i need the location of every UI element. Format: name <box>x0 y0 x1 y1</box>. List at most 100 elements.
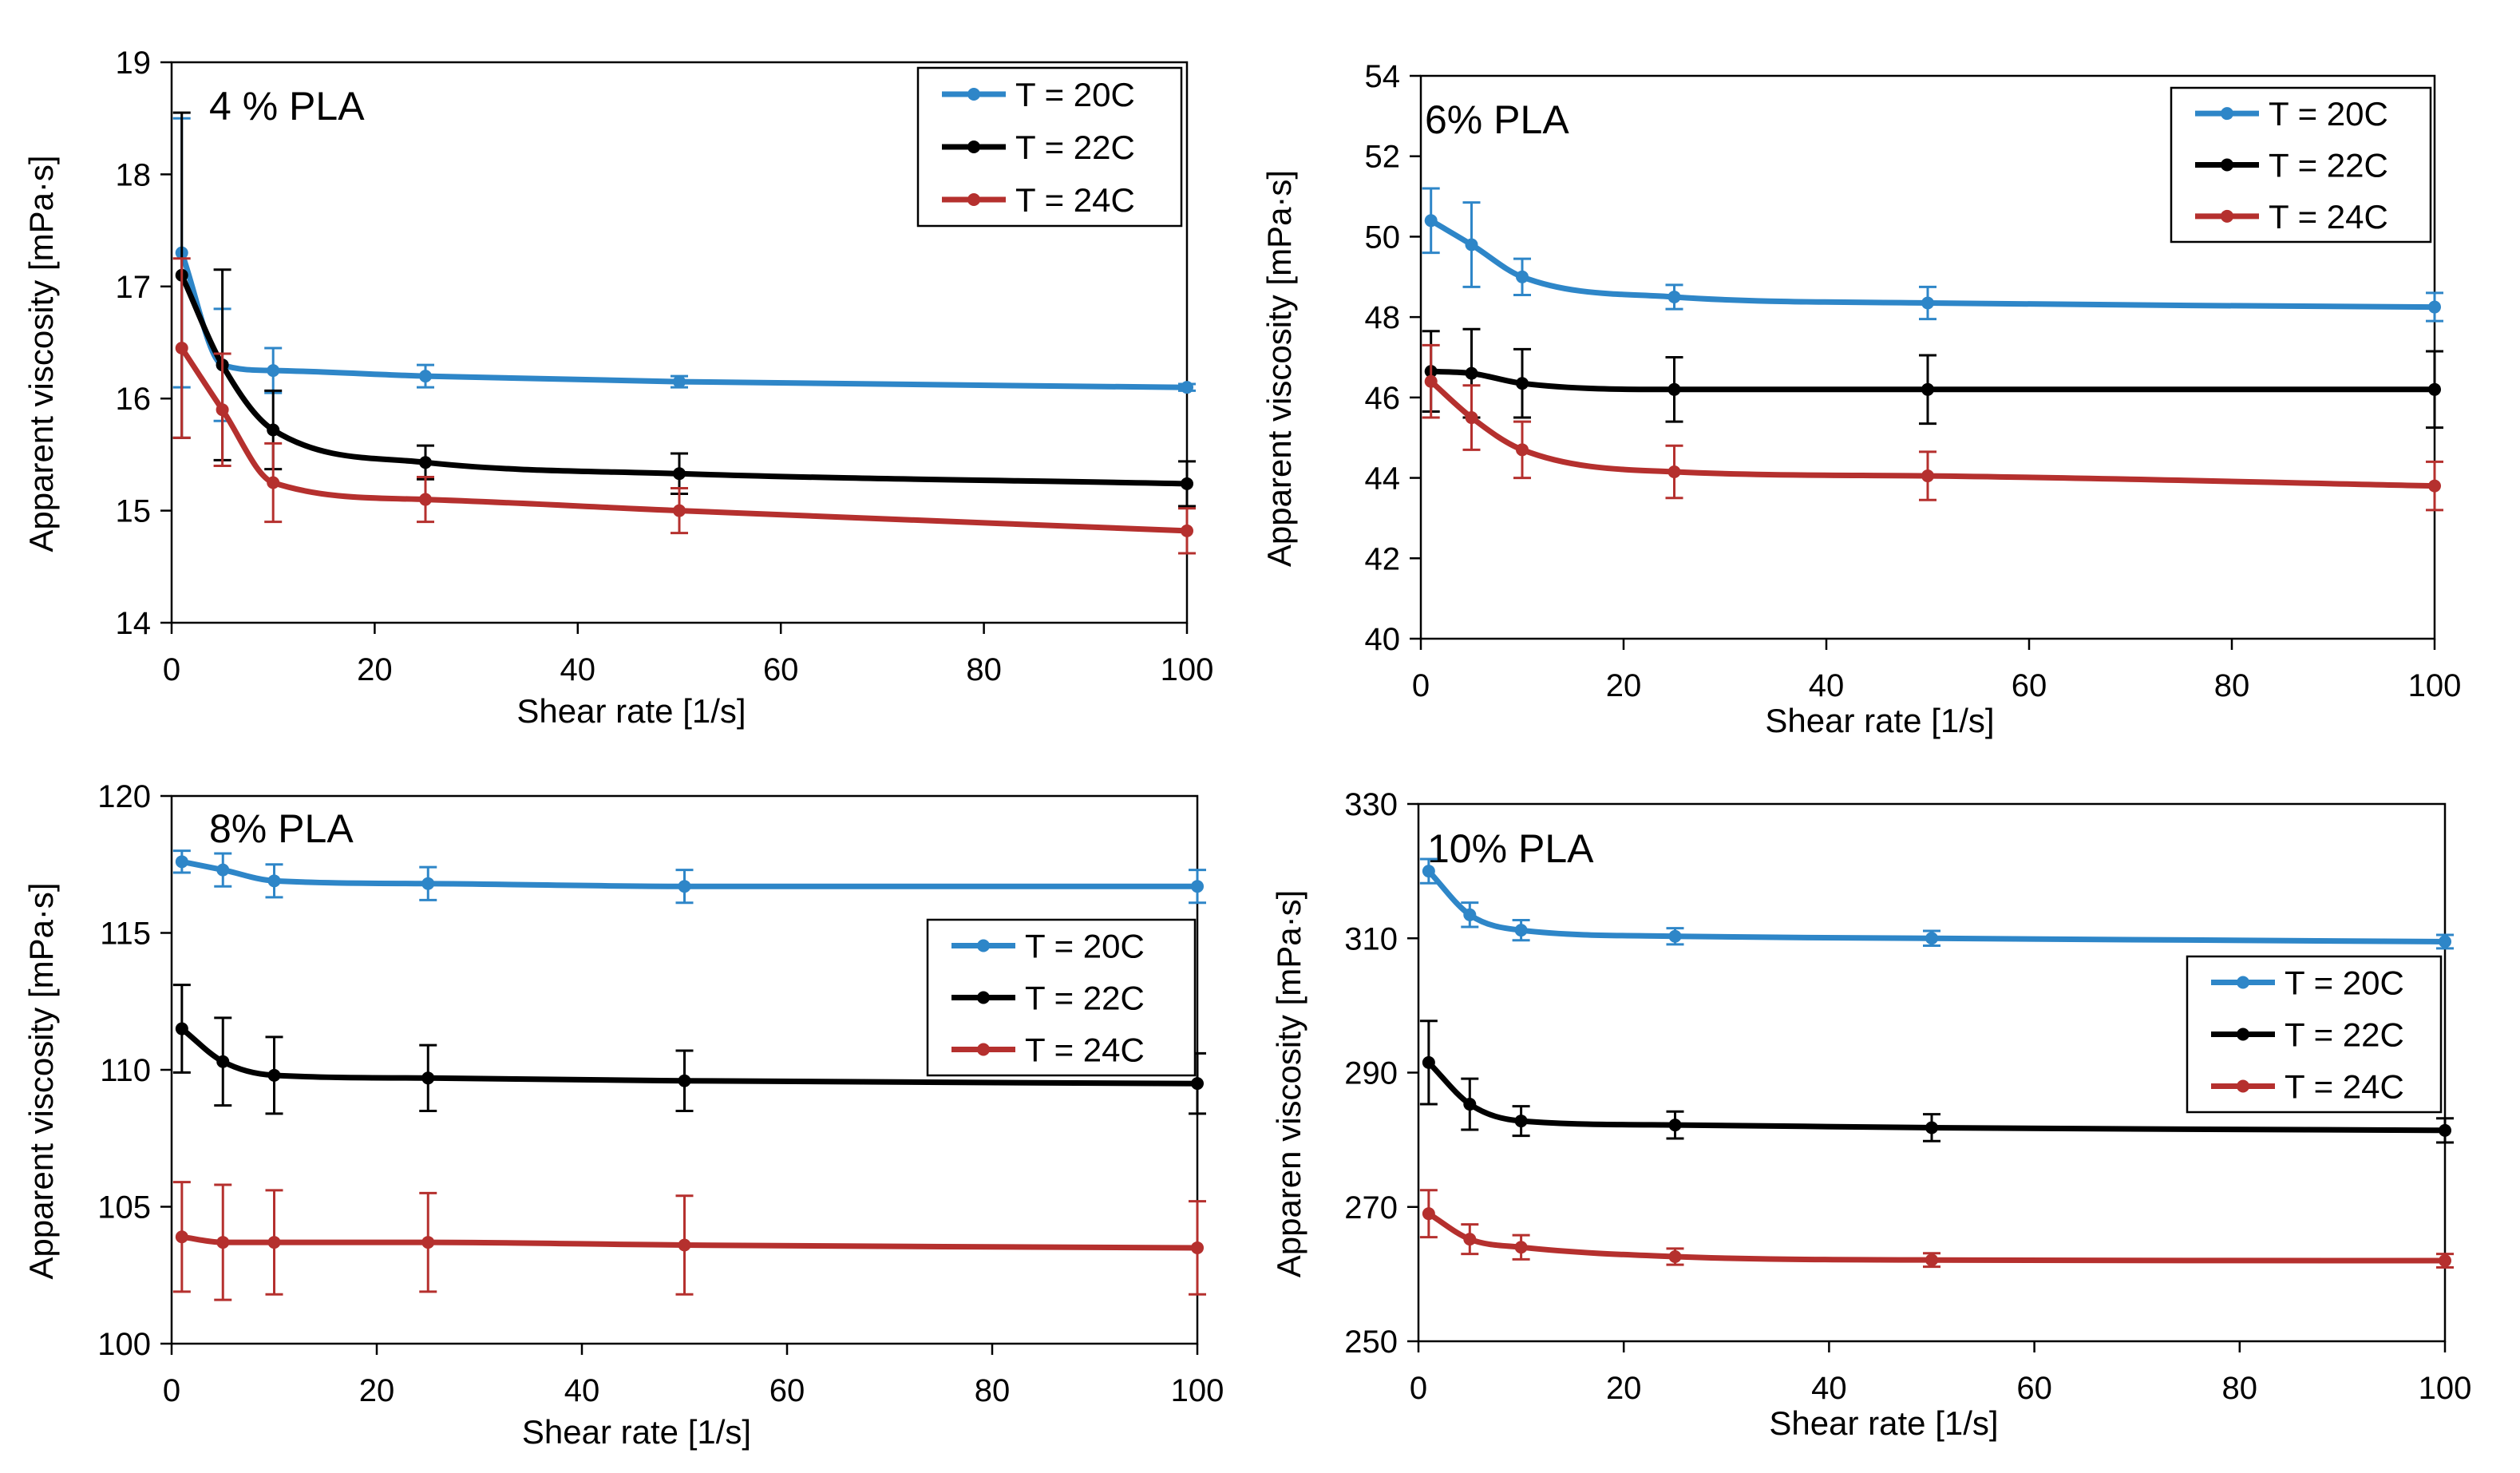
data-point <box>1925 1121 1938 1134</box>
x-tick-label: 80 <box>2222 1371 2258 1406</box>
legend-swatch-marker <box>2237 1028 2249 1041</box>
data-point <box>1921 382 1934 396</box>
chart-panel-2: 40 42 44 46 48 50 52 54 0 20 40 60 80 100 Shear rate [… <box>1260 59 2461 739</box>
y-tick-label: 310 <box>1344 921 1398 956</box>
data-point <box>2439 1254 2451 1268</box>
data-point <box>1925 932 1938 945</box>
legend-label: T = 24C <box>2285 1068 2404 1106</box>
data-point <box>2428 382 2441 396</box>
data-point <box>2428 479 2441 493</box>
y-tick-label: 15 <box>116 494 152 529</box>
legend-item: T = 24C <box>2211 1068 2404 1106</box>
data-point <box>1422 865 1435 878</box>
y-tick-label: 16 <box>116 382 152 417</box>
y-axis-label: Apparent viscosity [mPa·s] <box>1260 170 1298 567</box>
x-tick-label: 40 <box>1811 1371 1847 1406</box>
x-tick-label: 40 <box>1809 668 1845 703</box>
series-line <box>1426 868 2448 944</box>
legend-label: T = 22C <box>1025 980 1145 1017</box>
y-tick-label: 14 <box>116 606 152 641</box>
data-point <box>421 1236 435 1249</box>
x-tick-label: 60 <box>769 1373 805 1408</box>
data-point <box>1181 477 1193 490</box>
data-point <box>1424 214 1438 228</box>
chart-title: 6% PLA <box>1425 97 1569 142</box>
x-tick-label: 100 <box>2408 668 2462 703</box>
chart-title: 4 % PLA <box>209 84 365 129</box>
data-point <box>1191 880 1204 893</box>
chart-title: 8% PLA <box>209 806 354 851</box>
x-tick-label: 100 <box>1161 652 1214 687</box>
data-point <box>1668 1119 1682 1132</box>
y-tick-label: 120 <box>97 779 151 814</box>
x-tick-label: 60 <box>2012 668 2047 703</box>
data-point <box>673 467 686 481</box>
y-tick-label: 250 <box>1344 1325 1398 1360</box>
y-axis-label: Apparent viscosity [mPa·s] <box>22 882 60 1279</box>
y-tick-label: 330 <box>1344 787 1398 822</box>
series-t-20c <box>1419 857 2454 950</box>
data-point <box>2439 1123 2451 1137</box>
series-line <box>179 1026 1201 1087</box>
series-line <box>1428 378 2438 489</box>
x-tick-label: 80 <box>2214 668 2250 703</box>
y-tick-label: 40 <box>1365 622 1401 657</box>
legend-label: T = 24C <box>1025 1031 1145 1069</box>
series-line <box>179 1233 1201 1251</box>
series-line <box>1426 1210 2448 1264</box>
x-tick-label: 0 <box>163 1373 180 1408</box>
data-point <box>421 877 435 890</box>
data-point <box>267 423 280 437</box>
x-tick-label: 0 <box>1412 668 1430 703</box>
y-tick-label: 42 <box>1365 541 1401 576</box>
legend-swatch-marker <box>2221 158 2233 172</box>
data-point <box>673 504 686 517</box>
data-point <box>1181 524 1193 537</box>
legend-item: T = 22C <box>951 980 1145 1017</box>
legend-item: T = 22C <box>2195 147 2388 184</box>
data-point <box>267 874 281 888</box>
chart-title: 10% PLA <box>1427 826 1594 871</box>
legend-swatch-marker <box>967 193 980 206</box>
data-point <box>2428 300 2441 314</box>
series-line <box>179 345 1190 534</box>
legend-swatch-marker <box>977 1043 990 1056</box>
data-point <box>1465 366 1478 380</box>
x-axis-label: Shear rate [1/s] <box>1769 1404 1998 1442</box>
legend-label: T = 20C <box>2269 95 2388 133</box>
x-tick-label: 100 <box>2419 1371 2472 1406</box>
series-t-20c <box>1422 187 2443 323</box>
data-point <box>216 1236 230 1249</box>
x-axis-label: Shear rate [1/s] <box>522 1413 751 1451</box>
y-tick-label: 44 <box>1365 461 1401 497</box>
data-point <box>267 476 280 489</box>
legend-item: T = 24C <box>942 181 1135 219</box>
legend-swatch-marker <box>2221 107 2233 121</box>
y-axis-label: Apparen viscosity [mPa·s] <box>1270 890 1307 1278</box>
data-point <box>2439 935 2451 948</box>
y-tick-label: 54 <box>1365 59 1401 94</box>
x-tick-label: 100 <box>1171 1373 1224 1408</box>
data-point <box>1516 377 1529 390</box>
legend-label: T = 20C <box>1015 76 1135 113</box>
x-axis-label: Shear rate [1/s] <box>516 692 746 730</box>
data-point <box>1463 908 1477 921</box>
series-t-20c <box>172 849 1206 905</box>
legend-item: T = 24C <box>951 1031 1145 1069</box>
data-point <box>1422 1207 1435 1221</box>
y-tick-label: 110 <box>100 1053 151 1088</box>
data-point <box>175 1022 188 1035</box>
series-line <box>1428 217 2438 311</box>
data-point <box>1668 1250 1682 1264</box>
data-point <box>175 1230 188 1244</box>
data-point <box>1181 381 1193 394</box>
legend-item: T = 20C <box>2211 964 2404 1002</box>
data-point <box>1667 465 1681 479</box>
data-point <box>1514 924 1528 937</box>
x-tick-label: 40 <box>560 652 596 687</box>
y-axis-label: Apparent viscosity [mPa·s] <box>22 155 60 552</box>
series-line <box>1428 368 2438 393</box>
y-tick-label: 48 <box>1365 300 1401 335</box>
data-point <box>1921 469 1934 483</box>
